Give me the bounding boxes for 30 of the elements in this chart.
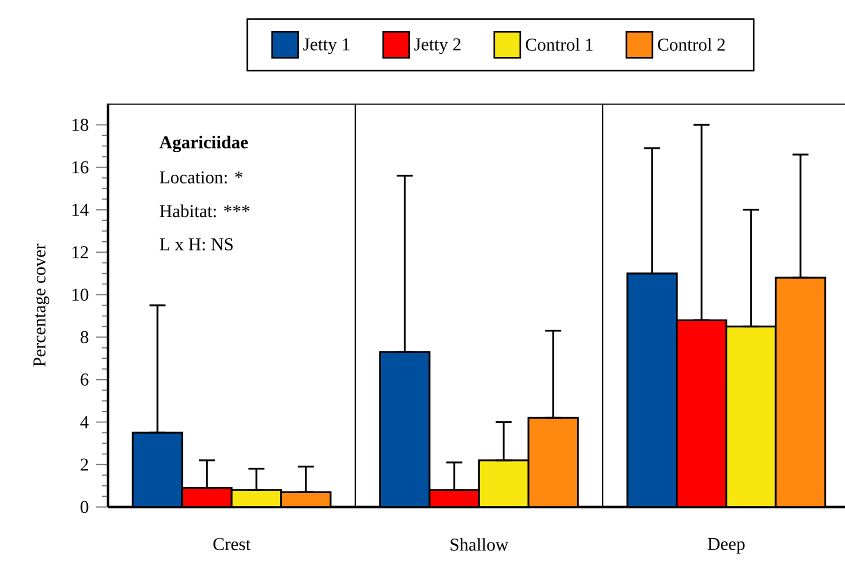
bar bbox=[132, 432, 184, 507]
bar bbox=[626, 272, 678, 507]
y-tick-label: 18 bbox=[72, 118, 88, 131]
bar bbox=[478, 459, 530, 507]
bar bbox=[774, 276, 826, 507]
annotation: Agariciidae bbox=[159, 136, 248, 152]
bar bbox=[676, 319, 728, 507]
annotation: L x H: NS bbox=[160, 238, 233, 250]
y-tick-label: 8 bbox=[80, 331, 88, 344]
legend-label: Jetty 2 bbox=[414, 38, 460, 54]
y-tick-label: 10 bbox=[72, 288, 88, 301]
y-tick-label: 2 bbox=[80, 458, 88, 470]
legend-label: Control 1 bbox=[526, 38, 593, 51]
y-tick-label: 16 bbox=[72, 161, 88, 174]
y-axis-title: Percentage cover bbox=[34, 244, 50, 366]
annotation: Location: * bbox=[160, 171, 242, 184]
annotation: Habitat: *** bbox=[160, 204, 250, 218]
y-tick-label: 12 bbox=[72, 246, 88, 258]
x-tick-label: Deep bbox=[708, 538, 745, 554]
y-tick-label: 0 bbox=[80, 500, 88, 514]
x-tick-label: Shallow bbox=[450, 538, 508, 551]
x-tick-label: Crest bbox=[213, 538, 251, 550]
y-tick-label: 6 bbox=[80, 374, 88, 386]
y-tick-label: 14 bbox=[72, 204, 89, 216]
bar bbox=[528, 416, 579, 507]
legend-label: Jetty 1 bbox=[303, 38, 350, 54]
y-tick-label: 4 bbox=[80, 416, 89, 428]
legend-label: Control 2 bbox=[658, 38, 725, 51]
bar bbox=[379, 351, 430, 507]
bar bbox=[725, 326, 777, 507]
